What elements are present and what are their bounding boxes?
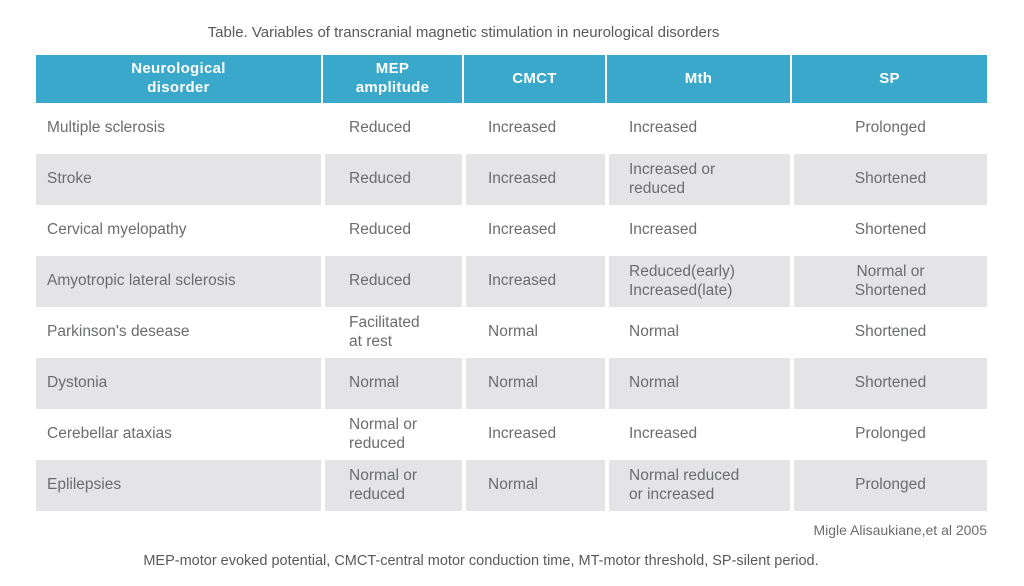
disorder-cell: Multiple sclerosis (36, 103, 321, 154)
mep-cell: Reduced (321, 154, 462, 205)
mep-cell: Normal or reduced (321, 460, 462, 511)
table-row: Stroke Reduced Increased Increased or re… (36, 154, 987, 205)
column-header-sp: SP (790, 55, 987, 103)
abbreviations-footnote: MEP-motor evoked potential, CMCT-central… (143, 553, 819, 569)
table-title: Table. Variables of transcranial magneti… (207, 24, 720, 41)
source-attribution: Migle Alisaukiane,et al 2005 (813, 522, 987, 538)
cmct-cell: Increased (462, 256, 605, 307)
cmct-cell: Normal (462, 307, 605, 358)
mth-cell: Reduced(early) Increased(late) (605, 256, 790, 307)
mth-cell: Increased or reduced (605, 154, 790, 205)
column-header-mth: Mth (605, 55, 790, 103)
sp-cell: Shortened (790, 154, 987, 205)
sp-cell: Normal or Shortened (790, 256, 987, 307)
table-row: Amyotropic lateral sclerosis Reduced Inc… (36, 256, 987, 307)
table-row: Dystonia Normal Normal Normal Shortened (36, 358, 987, 409)
header-row: Neurological disorder MEP amplitude CMCT… (36, 55, 987, 103)
disorder-cell: Eplilepsies (36, 460, 321, 511)
tms-variables-table: Neurological disorder MEP amplitude CMCT… (36, 55, 987, 511)
table-row: Multiple sclerosis Reduced Increased Inc… (36, 103, 987, 154)
cmct-cell: Increased (462, 154, 605, 205)
sp-cell: Shortened (790, 205, 987, 256)
mep-cell: Normal or reduced (321, 409, 462, 460)
sp-cell: Shortened (790, 358, 987, 409)
mth-cell: Increased (605, 409, 790, 460)
sp-cell: Shortened (790, 307, 987, 358)
column-header-cmct: CMCT (462, 55, 605, 103)
disorder-cell: Cerebellar ataxias (36, 409, 321, 460)
sp-cell: Prolonged (790, 409, 987, 460)
column-header-mep-amplitude: MEP amplitude (321, 55, 462, 103)
sp-cell: Prolonged (790, 103, 987, 154)
disorder-cell: Dystonia (36, 358, 321, 409)
table-row: Eplilepsies Normal or reduced Normal Nor… (36, 460, 987, 511)
mth-cell: Increased (605, 205, 790, 256)
disorder-cell: Stroke (36, 154, 321, 205)
table-row: Cerebellar ataxias Normal or reduced Inc… (36, 409, 987, 460)
disorder-cell: Cervical myelopathy (36, 205, 321, 256)
mep-cell: Reduced (321, 256, 462, 307)
mep-cell: Reduced (321, 103, 462, 154)
cmct-cell: Normal (462, 358, 605, 409)
mth-cell: Normal reduced or increased (605, 460, 790, 511)
column-header-neurological-disorder: Neurological disorder (36, 55, 321, 103)
disorder-cell: Parkinson's desease (36, 307, 321, 358)
cmct-cell: Increased (462, 205, 605, 256)
table-row: Cervical myelopathy Reduced Increased In… (36, 205, 987, 256)
mth-cell: Normal (605, 358, 790, 409)
sp-cell: Prolonged (790, 460, 987, 511)
table-row: Parkinson's desease Facilitated at rest … (36, 307, 987, 358)
mep-cell: Reduced (321, 205, 462, 256)
cmct-cell: Normal (462, 460, 605, 511)
cmct-cell: Increased (462, 103, 605, 154)
mep-cell: Normal (321, 358, 462, 409)
mth-cell: Increased (605, 103, 790, 154)
disorder-cell: Amyotropic lateral sclerosis (36, 256, 321, 307)
mep-cell: Facilitated at rest (321, 307, 462, 358)
mth-cell: Normal (605, 307, 790, 358)
cmct-cell: Increased (462, 409, 605, 460)
